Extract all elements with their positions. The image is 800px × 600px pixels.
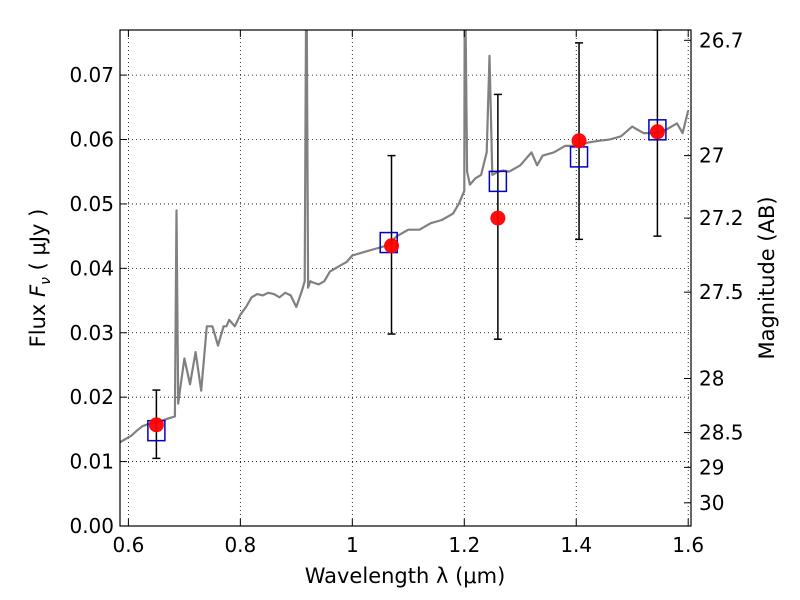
- y2-axis-ticks: 26.7 27 27.2 27.5 28 28.5 29 30: [684, 28, 744, 515]
- model-spectrum-line: [120, 30, 690, 444]
- y2-tick-label: 27.5: [699, 280, 744, 304]
- observed-point: [571, 133, 587, 149]
- x-axis-ticks: 0.6 0.8 1 1.2 1.4 1.6: [112, 30, 704, 557]
- x-axis-label: Wavelength λ (μm): [305, 564, 506, 588]
- y2-tick-label: 30: [699, 491, 724, 515]
- y-tick-label: 0.03: [69, 321, 114, 345]
- y2-tick-label: 28.5: [699, 421, 744, 445]
- x-tick-label: 1: [346, 533, 359, 557]
- synthetic-point: [488, 170, 508, 193]
- synthetic-point: [648, 119, 667, 141]
- plot-frame: [119, 29, 692, 527]
- y2-axis-label: Magnitude (AB): [755, 196, 779, 359]
- y-tick-label: 0.04: [69, 256, 114, 280]
- grid: [120, 30, 691, 526]
- observed-point: [490, 210, 506, 226]
- observed-point: [649, 124, 665, 140]
- x-tick-label: 1.2: [448, 533, 480, 557]
- y2-tick-label: 27.2: [699, 206, 744, 230]
- observed-point: [384, 238, 400, 254]
- y-tick-label: 0.07: [69, 63, 114, 87]
- observed-photometry-markers: [148, 124, 665, 433]
- x-tick-label: 1.6: [672, 533, 704, 557]
- y-tick-label: 0.05: [69, 192, 114, 216]
- y-axis-ticks: 0.00 0.01 0.02 0.03 0.04 0.05 0.06 0.07: [69, 63, 127, 538]
- y-tick-label: 0.06: [69, 128, 114, 152]
- y-axis-label: Flux Fν ( μJy ): [26, 209, 54, 348]
- x-tick-label: 1.4: [560, 533, 592, 557]
- x-tick-label: 0.8: [224, 533, 256, 557]
- x-tick-label: 0.6: [112, 533, 144, 557]
- y2-tick-label: 29: [699, 455, 724, 479]
- plot-background: [120, 30, 691, 526]
- observed-point: [148, 417, 164, 433]
- y-tick-label: 0.00: [69, 514, 114, 538]
- y2-tick-label: 26.7: [699, 28, 744, 52]
- model-spectrum: [120, 30, 690, 444]
- y-tick-label: 0.02: [69, 385, 114, 409]
- y2-tick-label: 28: [699, 366, 724, 390]
- y2-tick-label: 27: [699, 144, 724, 168]
- y-tick-label: 0.01: [69, 450, 114, 474]
